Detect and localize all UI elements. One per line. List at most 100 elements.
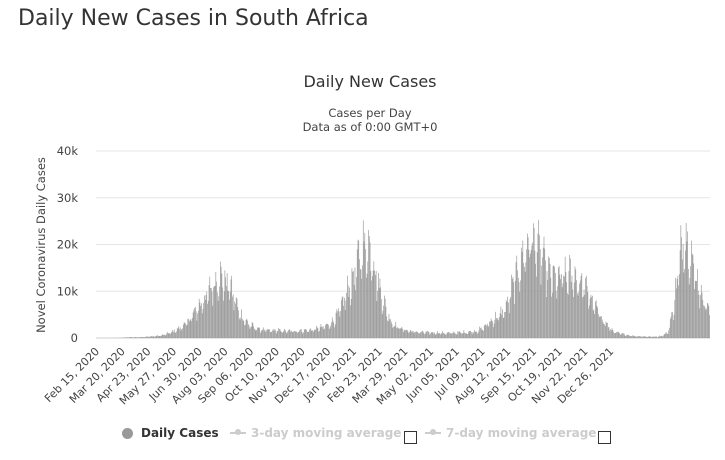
daily-case-bar[interactable]	[266, 330, 267, 338]
daily-case-bar[interactable]	[598, 314, 599, 338]
daily-case-bar[interactable]	[638, 336, 639, 338]
daily-case-bar[interactable]	[413, 332, 415, 338]
daily-case-bar[interactable]	[618, 332, 620, 339]
daily-case-bar[interactable]	[370, 270, 372, 338]
daily-case-bar[interactable]	[437, 333, 439, 338]
daily-case-bar[interactable]	[331, 317, 333, 338]
daily-case-bar[interactable]	[165, 335, 167, 338]
daily-case-bar[interactable]	[529, 257, 530, 338]
daily-case-bar[interactable]	[350, 298, 352, 338]
daily-case-bar[interactable]	[300, 329, 301, 338]
daily-case-bar[interactable]	[469, 331, 471, 338]
daily-case-bar[interactable]	[406, 329, 407, 338]
daily-case-bar[interactable]	[365, 277, 367, 338]
daily-case-bar[interactable]	[154, 336, 155, 338]
daily-case-bar[interactable]	[539, 249, 541, 338]
daily-case-bar[interactable]	[429, 334, 431, 338]
daily-case-bar[interactable]	[700, 284, 702, 338]
daily-case-bar[interactable]	[330, 325, 332, 338]
daily-case-bar[interactable]	[605, 321, 607, 338]
daily-case-bar[interactable]	[334, 327, 335, 338]
daily-case-bar[interactable]	[348, 296, 350, 338]
daily-case-bar[interactable]	[538, 219, 540, 338]
daily-case-bar[interactable]	[161, 334, 163, 338]
daily-case-bar[interactable]	[536, 252, 538, 338]
daily-case-bar[interactable]	[635, 336, 636, 338]
daily-case-bar[interactable]	[662, 336, 664, 338]
daily-case-bar[interactable]	[395, 321, 397, 338]
daily-case-bar[interactable]	[341, 300, 342, 338]
daily-case-bar[interactable]	[628, 334, 630, 338]
daily-case-bar[interactable]	[401, 326, 403, 338]
daily-case-bar[interactable]	[369, 242, 371, 338]
daily-case-bar[interactable]	[606, 322, 608, 338]
daily-case-bar[interactable]	[215, 271, 217, 338]
daily-case-bar[interactable]	[518, 282, 520, 338]
daily-case-bar[interactable]	[427, 330, 428, 338]
daily-case-bar[interactable]	[603, 323, 605, 338]
daily-case-bar[interactable]	[611, 328, 613, 338]
daily-case-bar[interactable]	[616, 332, 618, 338]
daily-case-bar[interactable]	[189, 319, 191, 338]
daily-case-bar[interactable]	[187, 318, 189, 338]
daily-case-bar[interactable]	[278, 328, 280, 338]
daily-case-bar[interactable]	[261, 329, 263, 338]
daily-case-bar[interactable]	[234, 301, 236, 338]
daily-case-bar[interactable]	[602, 321, 604, 338]
daily-case-bar[interactable]	[360, 269, 362, 338]
daily-case-bar[interactable]	[651, 336, 653, 338]
daily-case-bar[interactable]	[610, 330, 612, 338]
daily-case-bar[interactable]	[542, 257, 543, 338]
daily-case-bar[interactable]	[399, 328, 401, 338]
daily-case-bar[interactable]	[664, 334, 666, 338]
daily-case-bar[interactable]	[485, 324, 487, 338]
daily-case-bar[interactable]	[511, 279, 513, 338]
daily-case-bar[interactable]	[145, 336, 146, 338]
daily-case-bar[interactable]	[639, 336, 641, 338]
daily-case-bar[interactable]	[424, 333, 426, 338]
daily-case-bar[interactable]	[332, 320, 334, 338]
daily-case-bar[interactable]	[185, 325, 187, 338]
daily-case-bar[interactable]	[205, 295, 207, 338]
daily-case-bar[interactable]	[496, 319, 498, 338]
daily-case-bar[interactable]	[405, 330, 406, 338]
daily-case-bar[interactable]	[498, 320, 499, 338]
daily-case-bar[interactable]	[353, 271, 354, 338]
daily-case-bar[interactable]	[488, 326, 490, 338]
daily-case-bar[interactable]	[207, 300, 209, 338]
daily-case-bar[interactable]	[655, 336, 657, 338]
daily-case-bar[interactable]	[172, 330, 174, 338]
daily-case-bar[interactable]	[647, 336, 648, 338]
daily-case-bar[interactable]	[598, 317, 600, 338]
daily-case-bar[interactable]	[574, 266, 576, 338]
daily-case-bar[interactable]	[337, 308, 339, 338]
daily-case-bar[interactable]	[365, 249, 366, 338]
daily-case-bar[interactable]	[203, 303, 205, 338]
daily-case-bar[interactable]	[385, 306, 387, 338]
daily-case-bar[interactable]	[589, 298, 591, 338]
daily-case-bar[interactable]	[232, 296, 233, 338]
daily-case-bar[interactable]	[128, 337, 130, 338]
daily-case-bar[interactable]	[229, 299, 230, 338]
daily-case-bar[interactable]	[150, 336, 152, 338]
daily-case-bar[interactable]	[453, 333, 455, 338]
daily-case-bar[interactable]	[568, 271, 570, 338]
daily-case-bar[interactable]	[164, 334, 165, 338]
daily-case-bar[interactable]	[490, 318, 492, 338]
daily-case-bar[interactable]	[244, 325, 245, 338]
daily-case-bar[interactable]	[359, 269, 361, 338]
daily-case-bar[interactable]	[191, 321, 192, 338]
daily-case-bar[interactable]	[532, 242, 533, 338]
daily-case-bar[interactable]	[160, 335, 161, 338]
daily-case-bar[interactable]	[570, 281, 572, 338]
daily-case-bar[interactable]	[508, 313, 510, 338]
daily-case-bar[interactable]	[287, 331, 288, 338]
daily-case-bar[interactable]	[226, 285, 227, 338]
daily-case-bar[interactable]	[431, 332, 433, 338]
daily-case-bar[interactable]	[179, 327, 181, 338]
daily-case-bar[interactable]	[584, 294, 586, 338]
daily-case-bar[interactable]	[588, 308, 589, 338]
daily-case-bar[interactable]	[258, 327, 260, 338]
daily-case-bar[interactable]	[283, 330, 285, 338]
daily-case-bar[interactable]	[556, 298, 558, 338]
